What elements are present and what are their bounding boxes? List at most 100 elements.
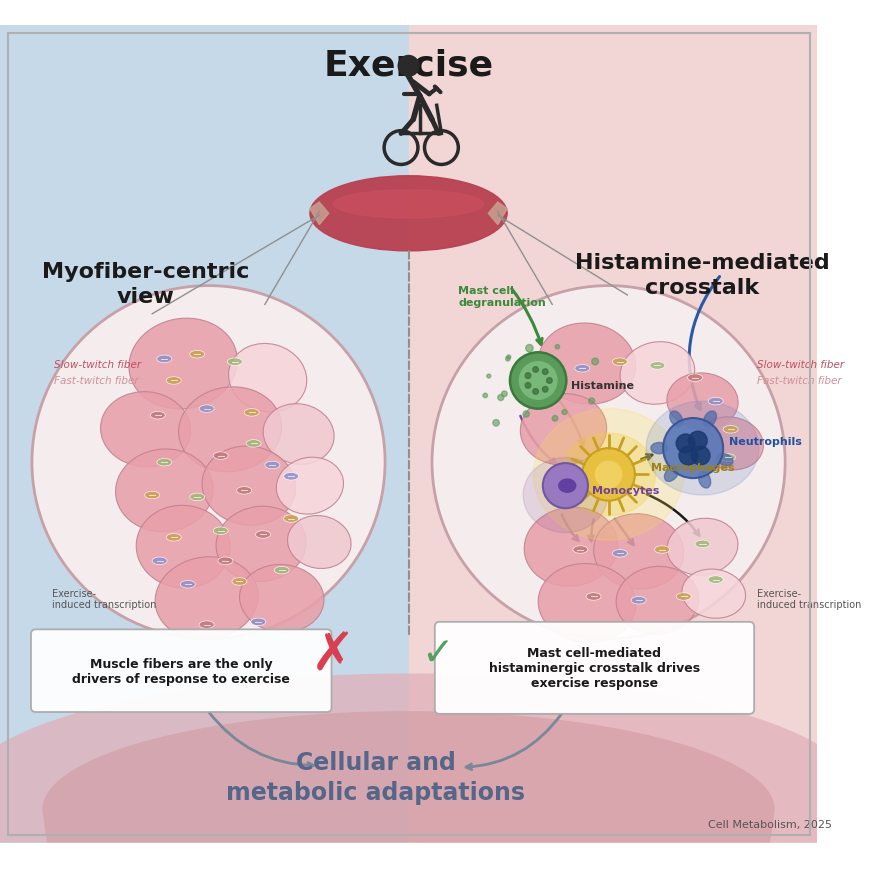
Polygon shape [43, 711, 774, 843]
Ellipse shape [283, 473, 298, 481]
Circle shape [541, 369, 547, 375]
Circle shape [561, 410, 567, 415]
Text: Mast cell
degranulation: Mast cell degranulation [458, 286, 546, 308]
Ellipse shape [586, 593, 600, 600]
Text: ✗: ✗ [311, 629, 355, 681]
Ellipse shape [232, 578, 247, 586]
Ellipse shape [150, 412, 165, 420]
Circle shape [497, 395, 503, 401]
Circle shape [487, 375, 490, 379]
Circle shape [492, 420, 499, 427]
Text: Fast-twitch fiber: Fast-twitch fiber [55, 376, 139, 386]
Ellipse shape [213, 527, 228, 535]
Ellipse shape [189, 351, 204, 359]
Circle shape [32, 286, 385, 639]
Circle shape [552, 416, 557, 421]
Ellipse shape [669, 412, 682, 428]
Ellipse shape [217, 557, 233, 565]
Polygon shape [0, 673, 859, 843]
Ellipse shape [538, 323, 635, 405]
Ellipse shape [283, 515, 298, 522]
FancyBboxPatch shape [31, 630, 331, 713]
Ellipse shape [156, 459, 172, 467]
Ellipse shape [649, 362, 664, 370]
Ellipse shape [156, 355, 172, 363]
Bar [0, 26, 408, 843]
Ellipse shape [653, 546, 669, 554]
Text: Slow-twitch fiber: Slow-twitch fiber [55, 359, 142, 369]
Ellipse shape [202, 447, 295, 526]
Ellipse shape [129, 319, 237, 409]
Circle shape [532, 368, 538, 373]
Text: Histamine: Histamine [570, 381, 634, 391]
Text: Exercise-
induced transcription: Exercise- induced transcription [756, 588, 860, 609]
Ellipse shape [522, 458, 607, 533]
Circle shape [591, 359, 598, 366]
Text: Fast-twitch fiber: Fast-twitch fiber [756, 376, 840, 386]
Circle shape [675, 434, 694, 454]
Ellipse shape [667, 374, 737, 430]
Ellipse shape [178, 388, 282, 472]
Circle shape [541, 387, 547, 393]
Ellipse shape [561, 434, 654, 516]
Circle shape [594, 461, 621, 488]
Ellipse shape [236, 487, 251, 494]
Circle shape [398, 56, 418, 77]
Ellipse shape [274, 567, 289, 574]
Ellipse shape [697, 417, 762, 470]
Text: Histamine-mediated
crosstalk: Histamine-mediated crosstalk [574, 253, 829, 297]
Text: Cell Metabolism, 2025: Cell Metabolism, 2025 [707, 819, 831, 829]
Circle shape [432, 286, 784, 639]
Circle shape [588, 399, 594, 404]
Ellipse shape [593, 514, 683, 589]
Ellipse shape [694, 541, 709, 548]
Ellipse shape [255, 531, 270, 539]
Polygon shape [309, 202, 328, 225]
Text: ✓: ✓ [421, 634, 454, 672]
Circle shape [525, 383, 530, 388]
Circle shape [509, 353, 566, 409]
Ellipse shape [533, 409, 683, 541]
Circle shape [554, 345, 559, 349]
Ellipse shape [180, 580, 196, 588]
Ellipse shape [144, 492, 160, 499]
Ellipse shape [698, 472, 710, 488]
Ellipse shape [309, 176, 507, 251]
Ellipse shape [276, 458, 343, 514]
Ellipse shape [720, 454, 734, 461]
Ellipse shape [101, 392, 190, 468]
Ellipse shape [573, 546, 587, 554]
Ellipse shape [574, 365, 589, 373]
Ellipse shape [681, 569, 745, 619]
Ellipse shape [722, 426, 737, 434]
Ellipse shape [630, 597, 646, 604]
Text: Cellular and
metabolic adaptations: Cellular and metabolic adaptations [226, 750, 525, 804]
Text: Neutrophils: Neutrophils [728, 436, 800, 446]
Ellipse shape [263, 404, 334, 465]
Circle shape [501, 392, 507, 397]
Ellipse shape [524, 507, 617, 587]
Ellipse shape [520, 395, 606, 466]
Circle shape [506, 355, 510, 360]
Text: Exercise-
induced transcription: Exercise- induced transcription [51, 588, 156, 609]
Ellipse shape [716, 454, 733, 466]
Text: Slow-twitch fiber: Slow-twitch fiber [756, 359, 843, 369]
Ellipse shape [288, 516, 351, 569]
Circle shape [662, 419, 722, 479]
Ellipse shape [199, 621, 214, 628]
Ellipse shape [216, 507, 306, 582]
Bar [408, 26, 816, 843]
Ellipse shape [213, 453, 228, 460]
Circle shape [581, 448, 634, 501]
Ellipse shape [615, 567, 698, 634]
Ellipse shape [664, 467, 678, 481]
Ellipse shape [155, 557, 258, 640]
Ellipse shape [116, 449, 213, 532]
Ellipse shape [558, 480, 575, 493]
Ellipse shape [227, 359, 242, 366]
Circle shape [519, 362, 556, 400]
Ellipse shape [675, 593, 691, 600]
Ellipse shape [244, 409, 259, 416]
Text: Macrophages: Macrophages [650, 462, 733, 473]
Ellipse shape [667, 519, 737, 575]
